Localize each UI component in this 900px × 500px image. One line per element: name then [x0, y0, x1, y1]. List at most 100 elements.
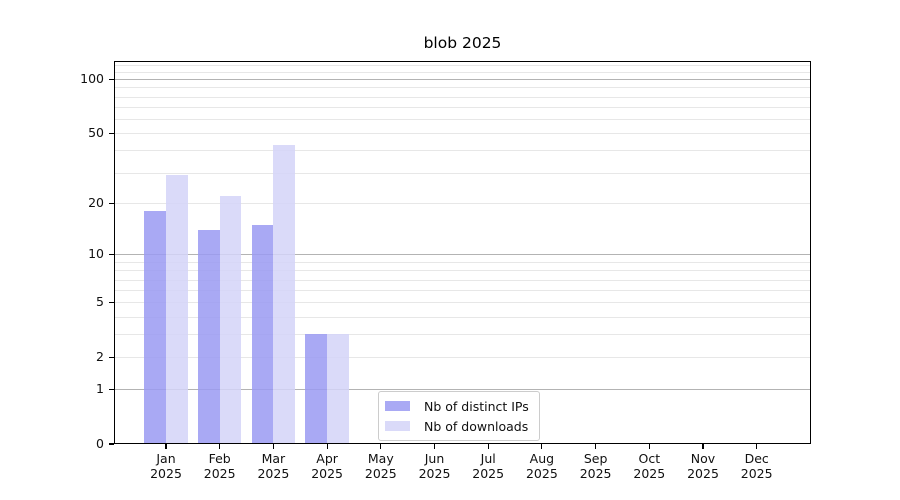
- bar-ips-Jan-2025: [144, 211, 166, 444]
- x-tick-mark-Aug: [541, 444, 543, 449]
- x-tick-label-Dec: Dec 2025: [729, 451, 785, 482]
- gridline-minor-5: [114, 302, 811, 304]
- y-tick-mark-5: [109, 301, 114, 303]
- y-tick-mark-0: [109, 443, 114, 445]
- x-tick-year: 2025: [472, 465, 505, 481]
- gridline-minor-8: [114, 270, 811, 272]
- gridline-minor-9: [114, 261, 811, 263]
- x-tick-year: 2025: [633, 465, 666, 481]
- x-tick-mark-Jul: [487, 444, 489, 449]
- x-tick-year: 2025: [579, 465, 612, 481]
- gridline-minor-40: [114, 150, 811, 152]
- bar-ips-Feb-2025: [198, 229, 220, 444]
- y-tick-label-50: 50: [88, 125, 104, 141]
- x-tick-month: Oct: [638, 451, 661, 466]
- y-tick-mark-50: [109, 132, 114, 134]
- x-tick-label-Apr: Apr 2025: [299, 451, 355, 482]
- legend-label-downloads: Nb of downloads: [424, 418, 529, 434]
- x-tick-month: Jun: [424, 451, 445, 466]
- y-tick-label-100: 100: [80, 71, 104, 87]
- gridline-minor-6: [114, 290, 811, 292]
- x-tick-mark-May: [380, 444, 382, 449]
- x-tick-mark-Nov: [702, 444, 704, 449]
- x-tick-label-Nov: Nov 2025: [675, 451, 731, 482]
- bar-downloads-Jan-2025: [166, 175, 188, 444]
- y-tick-label-5: 5: [96, 294, 104, 310]
- y-tick-label-20: 20: [88, 195, 104, 211]
- x-tick-year: 2025: [525, 465, 558, 481]
- gridline-minor-4: [114, 316, 811, 318]
- legend-label-distinct-ips: Nb of distinct IPs: [424, 398, 529, 414]
- x-tick-mark-Dec: [756, 444, 758, 449]
- bar-downloads-Apr-2025: [327, 334, 349, 444]
- y-tick-mark-100: [109, 78, 114, 80]
- x-tick-month: Jul: [480, 451, 496, 466]
- y-tick-mark-20: [109, 202, 114, 204]
- x-tick-label-Feb: Feb 2025: [192, 451, 248, 482]
- y-tick-mark-2: [109, 356, 114, 358]
- legend-swatch-downloads: [385, 421, 410, 431]
- x-tick-year: 2025: [687, 465, 719, 481]
- x-tick-year: 2025: [311, 465, 343, 481]
- gridline-minor-7: [114, 279, 811, 281]
- gridline-minor-110: [114, 71, 811, 73]
- x-tick-mark-Feb: [219, 444, 221, 449]
- x-tick-label-May: May 2025: [353, 451, 409, 482]
- x-tick-label-Oct: Oct 2025: [621, 451, 677, 482]
- x-tick-year: 2025: [257, 465, 290, 481]
- y-tick-label-2: 2: [96, 349, 104, 365]
- x-tick-mark-Mar: [272, 444, 274, 449]
- legend-swatch-distinct-ips: [385, 401, 410, 411]
- gridline-minor-120: [114, 64, 811, 66]
- x-tick-month: Aug: [529, 451, 555, 466]
- y-tick-label-10: 10: [88, 246, 104, 262]
- gridline-major-100: [114, 79, 811, 81]
- gridline-major-10: [114, 254, 811, 256]
- x-tick-mark-Sep: [595, 444, 597, 449]
- x-tick-month: Apr: [316, 451, 338, 466]
- legend-item-downloads: Nb of downloads: [385, 416, 529, 436]
- x-tick-year: 2025: [418, 465, 451, 481]
- x-tick-month: Feb: [208, 451, 231, 466]
- x-tick-month: May: [367, 451, 394, 466]
- x-tick-year: 2025: [364, 465, 397, 481]
- gridline-minor-70: [114, 107, 811, 108]
- x-tick-month: Nov: [690, 451, 716, 466]
- gridline-minor-3: [114, 334, 811, 336]
- x-tick-month: Jan: [156, 451, 176, 466]
- x-tick-label-Jun: Jun 2025: [407, 451, 463, 482]
- gridline-minor-2: [114, 357, 811, 359]
- y-tick-mark-10: [109, 253, 114, 255]
- y-tick-label-1: 1: [96, 381, 104, 397]
- x-tick-mark-Apr: [326, 444, 328, 449]
- gridline-minor-80: [114, 96, 811, 98]
- bar-downloads-Feb-2025: [219, 196, 242, 444]
- plot-area: [114, 61, 811, 444]
- bar-ips-Apr-2025: [305, 334, 328, 444]
- x-tick-month: Dec: [744, 451, 769, 466]
- y-tick-label-0: 0: [96, 436, 104, 451]
- x-tick-year: 2025: [203, 465, 236, 481]
- x-tick-mark-Oct: [648, 444, 650, 449]
- bar-downloads-Mar-2025: [273, 144, 296, 444]
- y-tick-mark-1: [109, 388, 114, 390]
- x-tick-mark-Jan: [165, 444, 167, 449]
- legend-item-distinct-ips: Nb of distinct IPs: [385, 396, 529, 416]
- x-tick-label-Sep: Sep 2025: [568, 451, 624, 482]
- x-tick-label-Mar: Mar 2025: [245, 451, 301, 482]
- x-tick-label-Aug: Aug 2025: [514, 451, 570, 482]
- x-tick-year: 2025: [740, 465, 773, 481]
- bar-ips-Mar-2025: [251, 224, 274, 444]
- gridline-minor-30: [114, 172, 811, 174]
- x-tick-label-Jan: Jan 2025: [138, 451, 194, 482]
- gridline-minor-20: [114, 203, 811, 205]
- x-tick-month: Sep: [583, 451, 608, 466]
- x-tick-month: Mar: [261, 451, 286, 466]
- x-tick-mark-Jun: [433, 444, 436, 449]
- x-tick-year: 2025: [150, 465, 182, 481]
- gridline-minor-90: [114, 87, 811, 89]
- x-tick-label-Jul: Jul 2025: [460, 451, 516, 482]
- gridline-minor-50: [114, 133, 811, 135]
- chart-title: blob 2025: [423, 34, 502, 52]
